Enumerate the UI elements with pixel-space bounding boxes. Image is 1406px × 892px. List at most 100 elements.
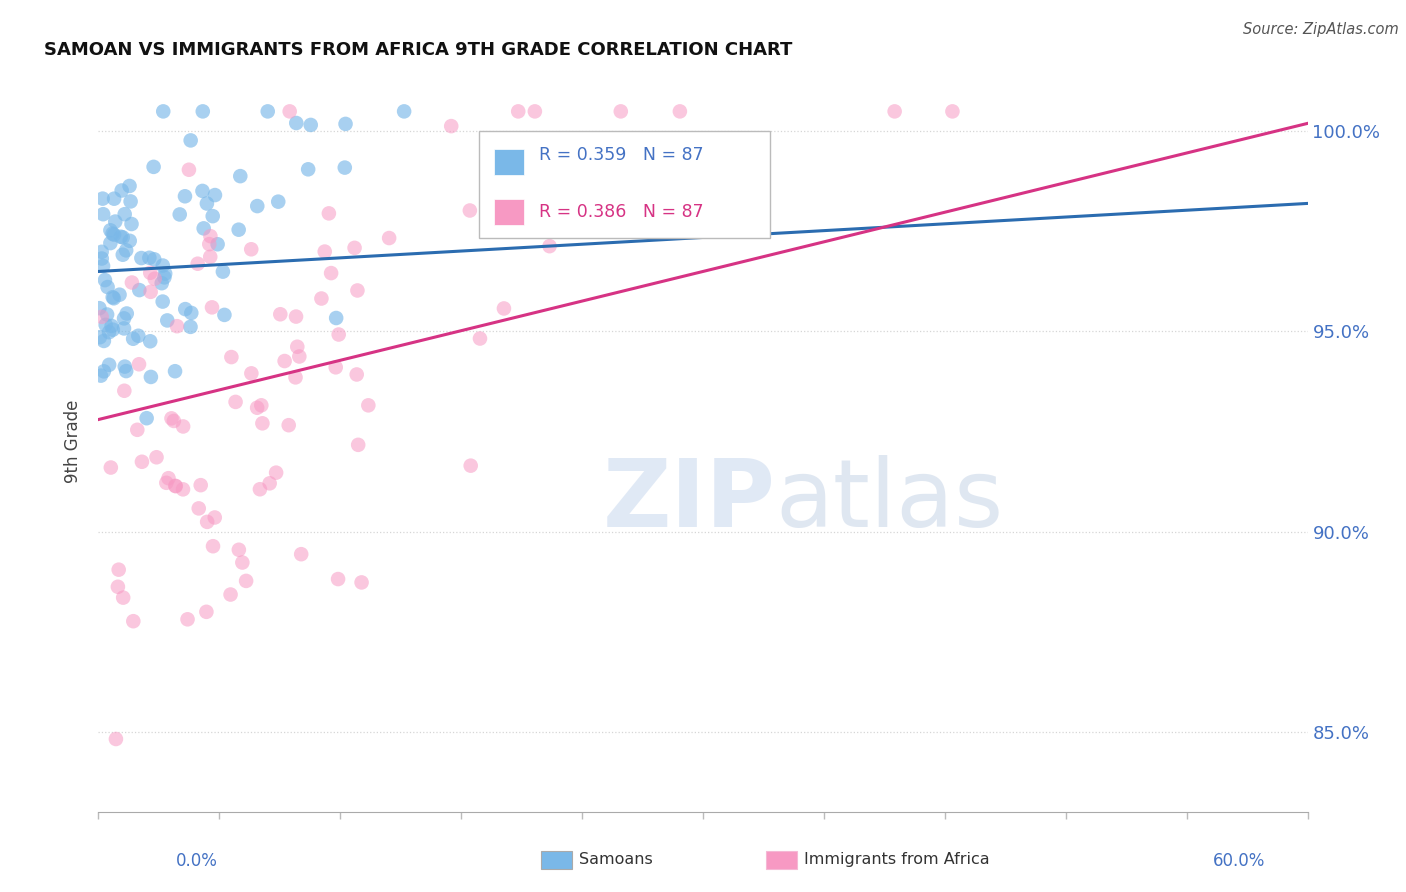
Point: [195, 605, 218, 619]
Point: [127, 423, 149, 437]
Point: [235, 574, 257, 588]
Point: [101, 323, 124, 337]
Point: [492, 301, 515, 316]
Point: [200, 250, 222, 264]
Point: [121, 276, 143, 290]
Text: SAMOAN VS IMMIGRANTS FROM AFRICA 9TH GRADE CORRELATION CHART: SAMOAN VS IMMIGRANTS FROM AFRICA 9TH GRA…: [44, 41, 793, 59]
Point: [284, 370, 307, 384]
Point: [378, 231, 401, 245]
Point: [94, 318, 117, 332]
Point: [90, 244, 112, 259]
Point: [131, 251, 153, 265]
Point: [325, 311, 347, 326]
Point: [214, 308, 236, 322]
Point: [91, 259, 114, 273]
Point: [139, 334, 162, 349]
Point: [190, 478, 212, 492]
Point: [346, 284, 368, 298]
Point: [191, 104, 214, 119]
Point: [204, 188, 226, 202]
Point: [115, 244, 138, 258]
Point: [278, 104, 301, 119]
Text: 60.0%: 60.0%: [1213, 852, 1265, 870]
Point: [350, 575, 373, 590]
Point: [240, 242, 263, 256]
Point: [610, 104, 633, 119]
Point: [273, 354, 295, 368]
Point: [97, 280, 120, 294]
Point: [187, 501, 209, 516]
Text: atlas: atlas: [776, 455, 1004, 547]
Point: [112, 591, 135, 605]
Point: [458, 203, 481, 218]
Point: [111, 248, 134, 262]
Point: [100, 318, 122, 333]
Point: [112, 384, 135, 398]
Text: ZIP: ZIP: [603, 455, 776, 547]
Point: [195, 196, 218, 211]
Point: [207, 237, 229, 252]
Point: [89, 301, 111, 315]
Point: [314, 244, 336, 259]
Point: [326, 572, 349, 586]
Point: [523, 104, 546, 119]
Point: [201, 301, 224, 315]
Text: Source: ZipAtlas.com: Source: ZipAtlas.com: [1243, 22, 1399, 37]
Point: [333, 161, 356, 175]
Point: [221, 350, 243, 364]
Point: [538, 239, 561, 253]
Point: [180, 319, 202, 334]
Point: [508, 104, 530, 119]
Text: Samoans: Samoans: [579, 853, 652, 867]
Point: [115, 306, 138, 320]
Point: [177, 162, 200, 177]
Point: [200, 229, 222, 244]
Point: [142, 160, 165, 174]
Point: [299, 118, 322, 132]
Point: [93, 364, 115, 378]
Point: [193, 221, 215, 235]
Point: [163, 364, 186, 378]
Point: [160, 411, 183, 425]
Point: [121, 217, 143, 231]
Point: [122, 332, 145, 346]
Point: [139, 266, 162, 280]
Point: [89, 330, 111, 344]
Point: [249, 482, 271, 496]
Point: [166, 319, 188, 334]
Point: [110, 229, 132, 244]
Point: [153, 270, 176, 285]
Point: [100, 236, 122, 251]
Point: [143, 252, 166, 267]
Point: [285, 310, 308, 324]
Point: [250, 398, 273, 412]
Point: [267, 194, 290, 209]
Point: [290, 547, 312, 561]
Point: [246, 401, 269, 415]
Point: [176, 612, 198, 626]
Point: [941, 104, 963, 119]
Point: [172, 483, 194, 497]
Point: [94, 273, 117, 287]
Point: [90, 252, 112, 266]
Point: [246, 199, 269, 213]
Point: [219, 588, 242, 602]
Point: [104, 214, 127, 228]
Point: [98, 358, 121, 372]
Y-axis label: 9th Grade: 9th Grade: [65, 400, 83, 483]
Bar: [494, 149, 524, 175]
Point: [172, 419, 194, 434]
Point: [328, 327, 350, 342]
Point: [228, 223, 250, 237]
Point: [150, 276, 173, 290]
Point: [152, 259, 174, 273]
FancyBboxPatch shape: [479, 130, 769, 238]
Point: [228, 542, 250, 557]
Point: [91, 192, 114, 206]
Point: [112, 321, 135, 335]
Point: [128, 357, 150, 371]
Point: [103, 227, 125, 242]
Point: [252, 417, 274, 431]
Point: [157, 471, 180, 485]
Point: [100, 223, 122, 237]
